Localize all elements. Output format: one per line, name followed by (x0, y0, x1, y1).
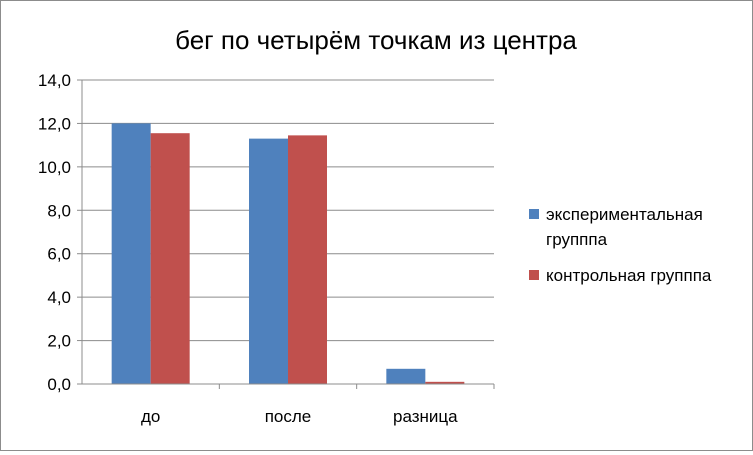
axes (81, 80, 495, 389)
x-category-label: до (141, 407, 160, 426)
bar-control (425, 381, 465, 384)
legend-swatch (529, 270, 539, 280)
y-tick-label: 14,0 (38, 71, 71, 90)
y-tick-label: 2,0 (47, 332, 71, 351)
y-tick-labels: 0,0 2,0 4,0 6,0 8,0 10,0 12,0 14,0 (38, 71, 71, 394)
legend-swatch (529, 209, 539, 219)
legend: экспериментальная групппа контрольная груп… (529, 205, 712, 285)
chart-title: бег по четырём точкам из центра (175, 25, 577, 55)
bar-experimental (111, 123, 151, 384)
legend-label: экспериментальная групппа (546, 205, 703, 249)
y-tick-label: 6,0 (47, 245, 71, 264)
bar-control (288, 135, 327, 384)
y-tick-label: 12,0 (38, 114, 71, 133)
y-tick-label: 0,0 (47, 375, 71, 394)
y-tick-label: 8,0 (47, 201, 71, 220)
x-category-labels: до после разница (141, 407, 458, 426)
bar-experimental (249, 138, 288, 384)
bars (111, 123, 465, 384)
legend-label: контрольная групппа (546, 266, 712, 285)
y-tick-label: 4,0 (47, 288, 71, 307)
bar-experimental (386, 368, 426, 384)
bar-control (150, 133, 190, 384)
x-category-label: после (265, 407, 312, 426)
y-tick-label: 10,0 (38, 158, 71, 177)
x-category-label: разница (393, 407, 458, 426)
